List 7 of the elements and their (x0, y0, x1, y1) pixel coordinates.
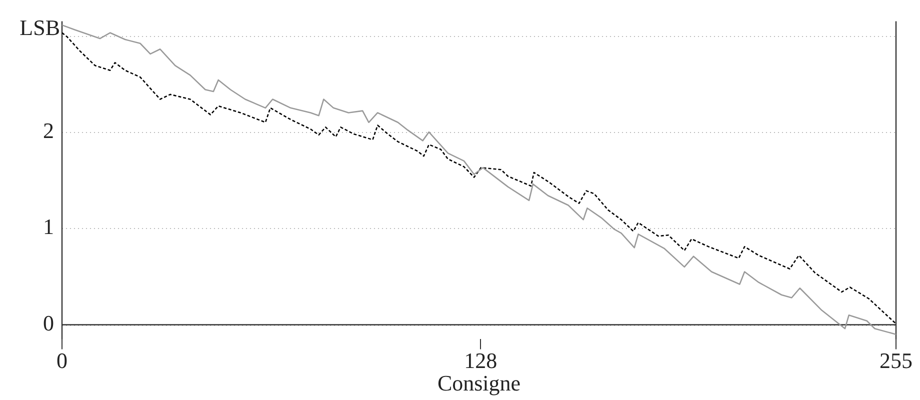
y-tick-label: 1 (43, 214, 54, 240)
x-axis-title: Consigne (437, 370, 521, 396)
x-tick-label: 128 (464, 348, 498, 374)
y-axis-title: LSB (20, 14, 60, 40)
y-tick-label: 0 (43, 310, 54, 336)
x-tick-label: 255 (880, 348, 912, 374)
y-tick-label: 2 (43, 118, 54, 143)
